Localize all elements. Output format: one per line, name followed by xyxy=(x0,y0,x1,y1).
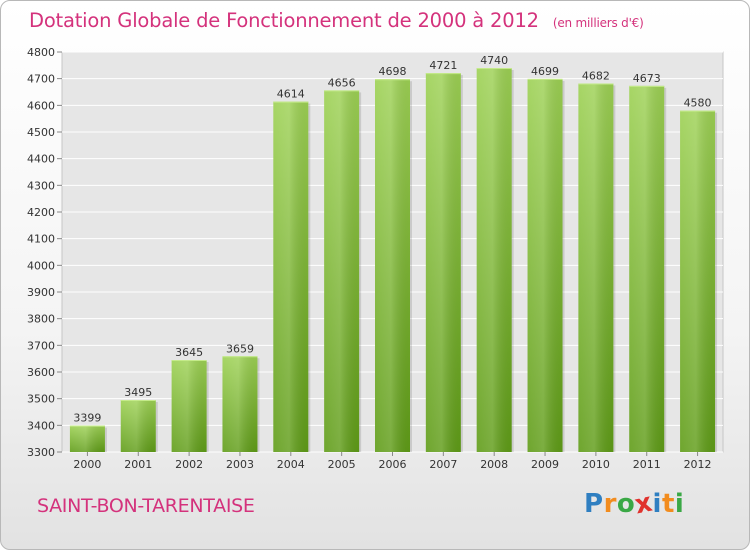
x-tick-label-2006: 2006 xyxy=(379,458,407,471)
bar-highlight xyxy=(69,425,105,452)
x-tick-label-2005: 2005 xyxy=(328,458,356,471)
bar-highlight xyxy=(578,83,614,452)
y-tick-label: 3300 xyxy=(27,446,55,459)
bar-highlight xyxy=(222,356,258,452)
bar-highlight xyxy=(629,85,665,452)
data-label-2004: 4614 xyxy=(277,88,305,101)
proxiti-logo: Proxiti xyxy=(584,488,685,521)
data-label-2007: 4721 xyxy=(429,59,457,72)
y-tick-label: 4000 xyxy=(27,259,55,272)
chart-title: Dotation Globale de Fonctionnement de 20… xyxy=(29,9,644,32)
logo-letter: i xyxy=(674,489,685,519)
x-tick-label-2002: 2002 xyxy=(175,458,203,471)
y-tick-label: 4200 xyxy=(27,206,55,219)
y-tick-label: 4300 xyxy=(27,179,55,192)
x-tick-label-2008: 2008 xyxy=(480,458,508,471)
bar-highlight xyxy=(171,360,207,452)
x-tick-label-2009: 2009 xyxy=(531,458,559,471)
y-tick-label: 4600 xyxy=(27,99,55,112)
y-tick-label: 3400 xyxy=(27,419,55,432)
unit-label: (en milliers d'€) xyxy=(552,16,644,30)
data-label-2010: 4682 xyxy=(582,69,610,82)
x-tick-label-2001: 2001 xyxy=(124,458,152,471)
logo-letter: r xyxy=(603,489,617,519)
data-label-2011: 4673 xyxy=(633,72,661,85)
data-label-2005: 4656 xyxy=(328,76,356,89)
bar-highlight xyxy=(527,78,563,452)
bar-highlight xyxy=(680,110,716,453)
y-tick-label: 4800 xyxy=(27,46,55,59)
data-label-2009: 4699 xyxy=(531,65,559,78)
data-label-2006: 4698 xyxy=(379,65,407,78)
logo-letter: o xyxy=(616,489,636,519)
logo-letter: i xyxy=(652,489,662,519)
logo-letter: P xyxy=(584,489,604,519)
x-tick-label-2000: 2000 xyxy=(73,458,101,471)
bar-highlight xyxy=(120,400,156,452)
x-axis: 2000 2001 2002 2003 2004 2005 2006 2007 2008 2009… xyxy=(73,452,712,471)
x-tick-label-2004: 2004 xyxy=(277,458,305,471)
y-tick-label: 3800 xyxy=(27,313,55,326)
data-labels: 3399 3495 3645 3659 4614 4656 4698 4721 4740 4699… xyxy=(73,54,711,425)
y-tick-label: 3600 xyxy=(27,366,55,379)
bar-highlight xyxy=(375,79,410,452)
data-label-2001: 3495 xyxy=(124,386,152,399)
y-tick-label: 3900 xyxy=(27,286,55,299)
x-tick-label-2003: 2003 xyxy=(226,458,254,471)
title-text: Dotation Globale de Fonctionnement de 20… xyxy=(29,9,539,32)
bar-highlight xyxy=(324,90,360,453)
data-label-2012: 4580 xyxy=(684,97,712,110)
y-axis: 3300 3400 3500 3600 3700 3800 3900 4000 4100 4200… xyxy=(27,46,62,459)
bar-highlight xyxy=(273,101,309,452)
x-tick-label-2010: 2010 xyxy=(582,458,610,471)
bar-highlight xyxy=(425,73,461,453)
bar-chart: 3300 3400 3500 3600 3700 3800 3900 4000 4100 4200… xyxy=(27,46,724,471)
logo-letter: t xyxy=(661,489,675,519)
data-label-2002: 3645 xyxy=(175,346,203,359)
y-tick-label: 4500 xyxy=(27,126,55,139)
x-tick-label-2012: 2012 xyxy=(684,458,712,471)
bars xyxy=(69,68,718,453)
data-label-2008: 4740 xyxy=(480,54,508,67)
data-label-2003: 3659 xyxy=(226,342,254,355)
x-tick-label-2007: 2007 xyxy=(429,458,457,471)
y-tick-label: 4700 xyxy=(27,73,55,86)
x-tick-label-2011: 2011 xyxy=(633,458,661,471)
y-tick-label: 3500 xyxy=(27,393,55,406)
y-tick-label: 4400 xyxy=(27,153,55,166)
y-tick-label: 3700 xyxy=(27,339,55,352)
y-tick-label: 4100 xyxy=(27,233,55,246)
place-name: SAINT-BON-TARENTAISE xyxy=(37,495,255,517)
data-label-2000: 3399 xyxy=(73,412,101,425)
bar-highlight xyxy=(476,68,512,452)
